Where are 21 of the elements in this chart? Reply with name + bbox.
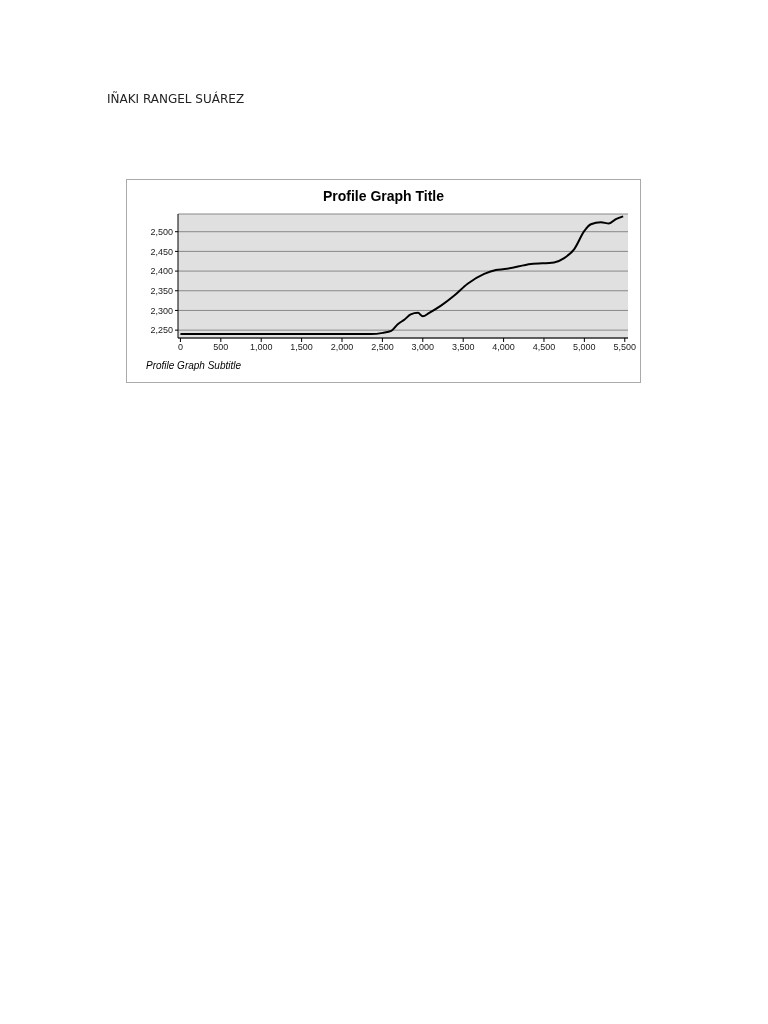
x-tick-label: 3,500 [451,342,475,353]
x-tick-label: 0 [177,342,183,353]
x-tick-label: 4,000 [492,342,515,353]
x-tick-label: 5,000 [573,342,596,353]
y-tick-label: 2,250 [150,325,173,336]
x-tick-label: 2,500 [371,342,394,353]
chart-title: Profile Graph Title [321,188,446,204]
y-tick-label: 2,300 [150,305,173,316]
x-tick-label: 4,500 [532,342,556,353]
x-tick-label: 1,500 [290,342,313,353]
text: Profile Graph Subtitle [146,360,242,371]
y-tick-label: 2,400 [150,266,173,277]
y-tick-label: 2,450 [150,246,173,257]
x-tick-label: 5,500 [613,342,637,353]
x-tick-label: 2,000 [330,342,354,353]
x-tick-label: 500 [213,342,229,353]
x-tick-label: 1,000 [249,342,273,353]
text: IÑAKI RANGEL SUÁREZ [107,92,245,106]
x-tick-label: 3,000 [411,342,435,353]
y-tick-label: 2,500 [150,226,173,237]
y-tick-label: 2,350 [150,285,173,296]
